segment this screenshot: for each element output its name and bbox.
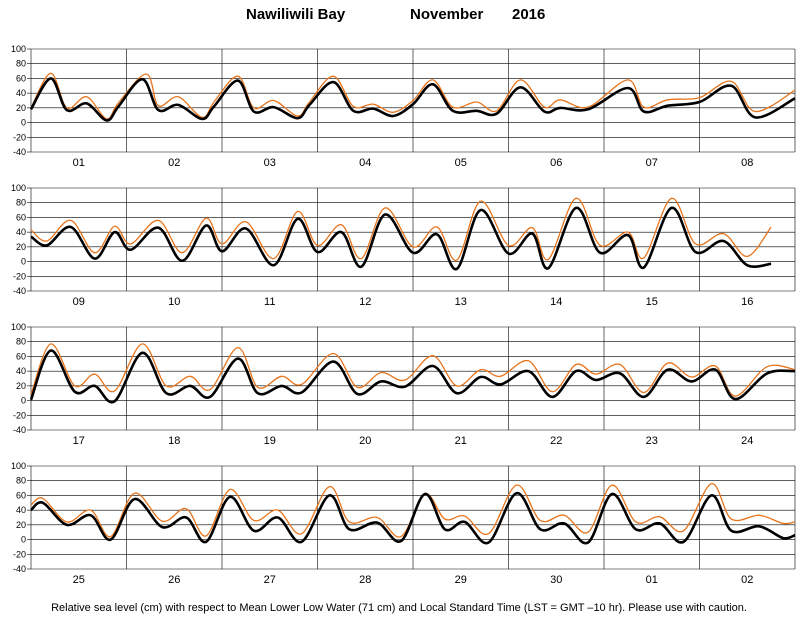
- y-tick-label: 40: [16, 88, 26, 98]
- y-tick-label: -40: [13, 147, 26, 157]
- day-label: 23: [646, 435, 658, 447]
- day-label: 15: [646, 296, 658, 308]
- y-tick-label: 20: [16, 381, 26, 391]
- y-tick-label: -20: [13, 410, 26, 420]
- y-tick-label: 60: [16, 212, 26, 222]
- y-tick-label: 0: [21, 535, 26, 545]
- y-tick-label: 100: [11, 183, 26, 193]
- day-label: 09: [73, 296, 85, 308]
- day-label: 20: [359, 435, 371, 447]
- station-title: Nawiliwili Bay: [246, 6, 346, 23]
- y-tick-label: 80: [16, 59, 26, 69]
- predicted-series-line: [30, 206, 772, 271]
- day-label: 28: [359, 574, 371, 586]
- day-label: 14: [550, 296, 562, 308]
- panel-2: -40 -20 0 20 40 60 80 100 09 10 11 12 13 14 15 16: [11, 183, 796, 308]
- day-label: 27: [264, 574, 276, 586]
- y-tick-label: 100: [11, 44, 26, 54]
- day-label: 29: [455, 574, 467, 586]
- day-label: 22: [550, 435, 562, 447]
- predicted-series-line: [30, 491, 796, 545]
- y-tick-label: -20: [13, 549, 26, 559]
- y-tick-label: 60: [16, 490, 26, 500]
- y-tick-label: 40: [16, 227, 26, 237]
- panel-1: -40 -20 0 20 40 60 80 100 01 02 03 04 05 06 07 08: [11, 44, 796, 169]
- y-tick-label: 80: [16, 476, 26, 486]
- day-label: 25: [73, 574, 85, 586]
- y-tick-label: 100: [11, 322, 26, 332]
- day-label: 26: [168, 574, 180, 586]
- y-tick-label: 20: [16, 103, 26, 113]
- day-label: 17: [73, 435, 85, 447]
- panel-4: -40 -20 0 20 40 60 80 100 25 26 27 28 29 30 01 02: [11, 461, 796, 586]
- day-label: 01: [73, 157, 85, 169]
- y-tick-label: 0: [21, 118, 26, 128]
- observed-series-line: [30, 72, 796, 120]
- day-label: 16: [741, 296, 753, 308]
- month-title: November: [410, 6, 484, 23]
- day-label: 11: [264, 296, 275, 308]
- observed-series-line: [30, 197, 772, 261]
- day-label: 07: [646, 157, 658, 169]
- day-label: 02: [168, 157, 180, 169]
- day-label: 03: [264, 157, 276, 169]
- y-tick-label: 60: [16, 351, 26, 361]
- y-tick-label: -20: [13, 271, 26, 281]
- day-label: 05: [455, 157, 467, 169]
- day-label: 01: [646, 574, 658, 586]
- day-label: 13: [455, 296, 467, 308]
- y-tick-label: 80: [16, 337, 26, 347]
- predicted-series-line: [29, 349, 796, 404]
- day-label: 18: [168, 435, 180, 447]
- y-tick-label: 60: [16, 73, 26, 83]
- y-tick-label: 0: [21, 396, 26, 406]
- observed-series-line: [30, 343, 796, 397]
- y-tick-label: -20: [13, 132, 26, 142]
- y-tick-label: -40: [13, 286, 26, 296]
- day-label: 02: [741, 574, 753, 586]
- day-label: 24: [741, 435, 753, 447]
- day-label: 12: [359, 296, 371, 308]
- day-label: 19: [264, 435, 276, 447]
- y-tick-label: 40: [16, 366, 26, 376]
- caption: Relative sea level (cm) with respect to …: [51, 602, 747, 614]
- predicted-series-line: [29, 77, 796, 122]
- day-label: 30: [550, 574, 562, 586]
- y-tick-label: -40: [13, 564, 26, 574]
- y-tick-label: 100: [11, 461, 26, 471]
- year-title: 2016: [512, 6, 545, 23]
- panel-3: -40 -20 0 20 40 60 80 100 17 18 19 20 21 22 23 24: [11, 322, 796, 447]
- day-label: 08: [741, 157, 753, 169]
- y-tick-label: -40: [13, 425, 26, 435]
- y-tick-label: 0: [21, 257, 26, 267]
- y-tick-label: 20: [16, 520, 26, 530]
- y-tick-label: 40: [16, 505, 26, 515]
- y-tick-label: 80: [16, 198, 26, 208]
- day-label: 21: [455, 435, 467, 447]
- day-label: 04: [359, 157, 371, 169]
- day-label: 06: [550, 157, 562, 169]
- day-label: 10: [168, 296, 180, 308]
- y-tick-label: 20: [16, 242, 26, 252]
